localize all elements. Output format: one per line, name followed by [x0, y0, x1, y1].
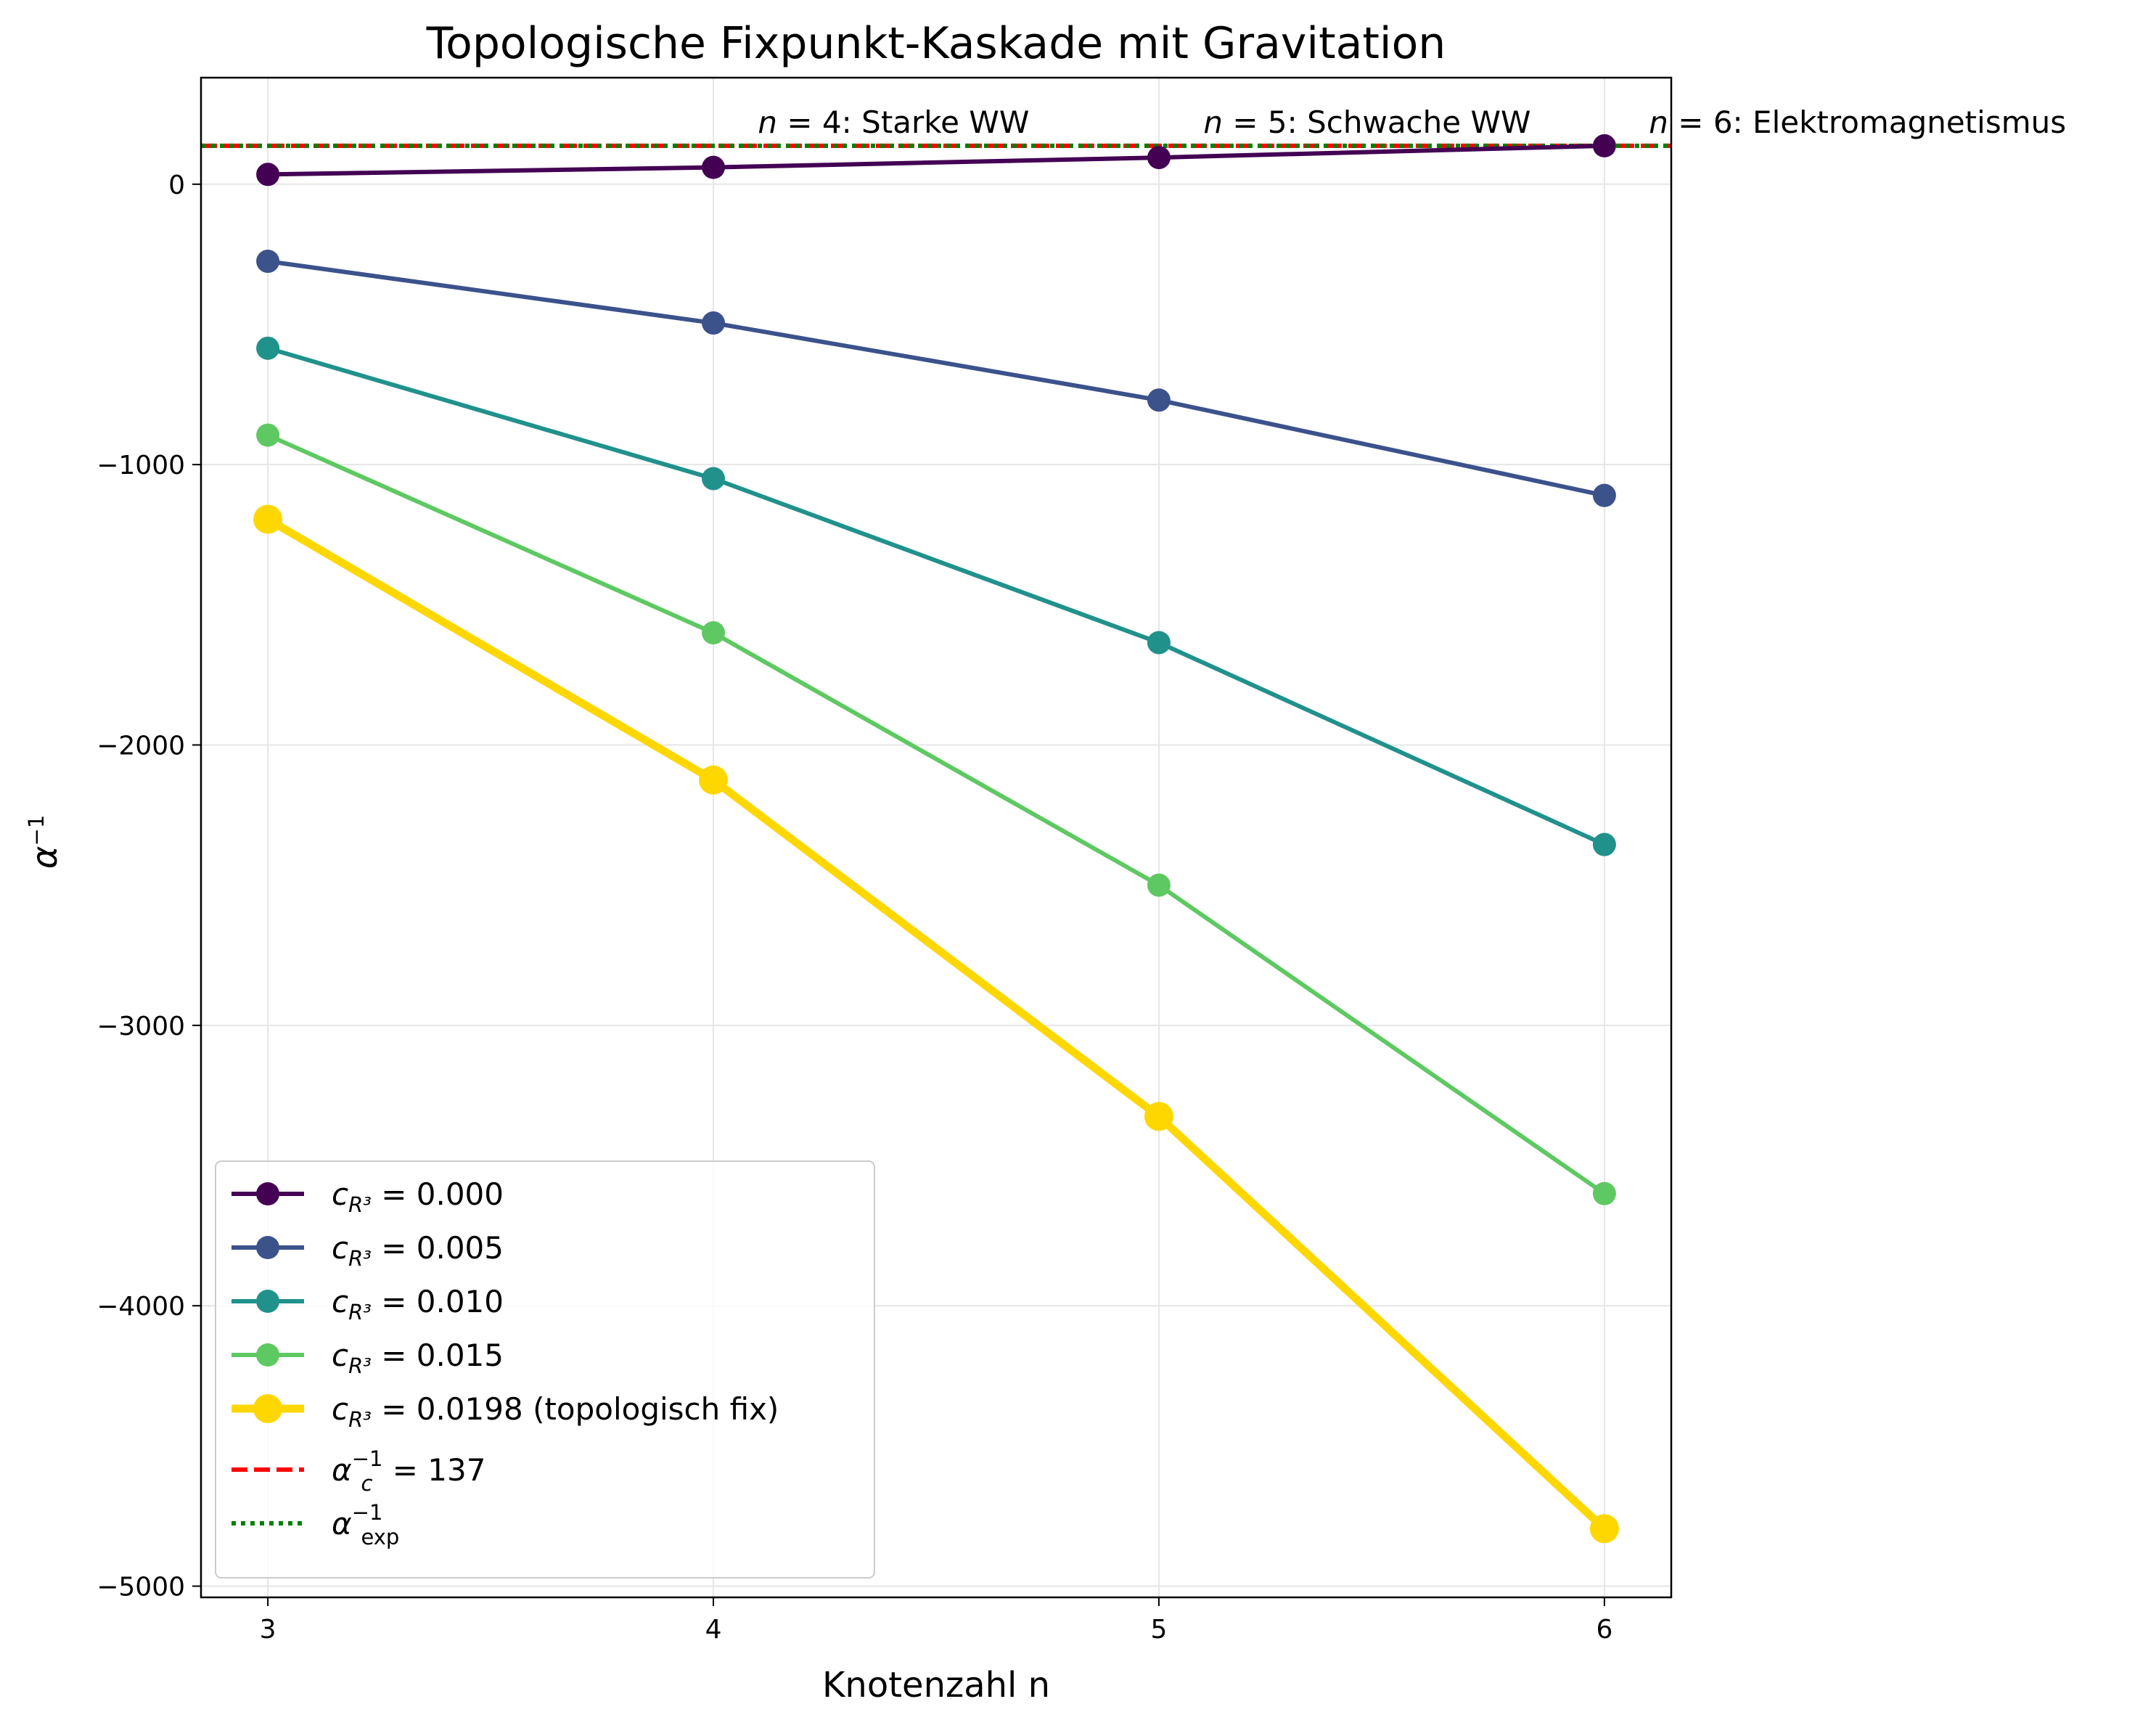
- data-point: [1592, 134, 1616, 157]
- data-point: [1147, 631, 1171, 655]
- x-axis-label: Knotenzahl n: [822, 1665, 1050, 1705]
- chart-title: Topologische Fixpunkt-Kaskade mit Gravit…: [426, 18, 1446, 69]
- legend-label: cR³ = 0.005: [332, 1230, 504, 1271]
- data-point: [256, 423, 280, 447]
- y-tick-label: −4000: [97, 1292, 185, 1322]
- data-point: [702, 467, 726, 491]
- legend-handle-marker: [256, 1343, 279, 1367]
- legend-handle-marker: [256, 1290, 279, 1313]
- data-point: [702, 155, 726, 179]
- data-point: [253, 504, 283, 534]
- data-point: [1147, 146, 1171, 170]
- legend-box: [215, 1160, 875, 1578]
- series-3: [256, 423, 1616, 1205]
- y-tick-label: −5000: [97, 1573, 185, 1602]
- legend-entry: cR³ = 0.005: [231, 1230, 504, 1271]
- y-tick-label: −3000: [97, 1012, 185, 1041]
- x-tick-label: 4: [705, 1615, 722, 1645]
- plot-frame: [200, 76, 1673, 1599]
- legend: cR³ = 0.000 cR³ = 0.005 cR³ = 0.010 cR³ = 0…: [215, 1160, 875, 1578]
- series-line: [266, 515, 1607, 1532]
- legend-entry: cR³ = 0.010: [231, 1284, 504, 1324]
- series-line: [267, 345, 1606, 847]
- data-point: [1147, 873, 1171, 897]
- legend-entry: cR³ = 0.0198 (topologisch fix): [231, 1391, 779, 1432]
- y-tick-label: −1000: [97, 451, 185, 480]
- annotation-label: n = 4: Starke WW: [758, 105, 1029, 140]
- series-line: [268, 143, 1604, 177]
- legend-label: cR³ = 0.015: [332, 1338, 504, 1378]
- x-tick-label: 5: [1151, 1615, 1168, 1645]
- data-point: [256, 336, 280, 360]
- series-4: [253, 504, 1619, 1544]
- legend-label: cR³ = 0.010: [332, 1284, 504, 1324]
- data-point: [1592, 483, 1616, 507]
- legend-handle-marker: [256, 1182, 279, 1205]
- data-point: [256, 250, 280, 274]
- series-line: [267, 259, 1605, 498]
- series-2: [256, 336, 1616, 856]
- y-tick-label: −2000: [97, 732, 185, 761]
- x-tick-label: 3: [260, 1615, 276, 1645]
- y-axis-label: α−1: [24, 815, 65, 869]
- annotations: n = 4: Starke WW n = 5: Schwache WW n = 6:…: [758, 105, 2066, 140]
- annotation-label: n = 6: Elektromagnetismus: [1649, 105, 2066, 140]
- series-1: [256, 250, 1616, 507]
- data-point: [702, 621, 726, 644]
- legend-label: α−1 exp: [332, 1500, 399, 1549]
- legend-entry: cR³ = 0.015: [231, 1338, 504, 1378]
- legend-entry: α−1 c = 137: [231, 1446, 485, 1496]
- data-point: [1592, 832, 1616, 856]
- y-tick-label: 0: [168, 171, 185, 200]
- data-point: [702, 311, 726, 335]
- data-point: [1592, 1182, 1616, 1205]
- series-0: [256, 134, 1616, 187]
- legend-label: α−1 c = 137: [332, 1446, 485, 1496]
- data-point: [1589, 1514, 1619, 1544]
- legend-entry: α−1 exp: [231, 1500, 399, 1549]
- legend-label: cR³ = 0.000: [332, 1176, 504, 1217]
- data-point: [699, 765, 729, 795]
- x-tick-label: 6: [1596, 1615, 1612, 1645]
- series-line: [266, 433, 1606, 1196]
- legend-entry: cR³ = 0.000: [231, 1176, 504, 1217]
- data-point: [1144, 1102, 1173, 1131]
- legend-handle-marker: [253, 1394, 282, 1423]
- data-point: [1147, 388, 1171, 412]
- data-series: [253, 134, 1619, 1544]
- legend-handle-marker: [256, 1236, 279, 1259]
- data-point: [256, 163, 280, 187]
- annotation-label: n = 5: Schwache WW: [1203, 105, 1530, 140]
- legend-label: cR³ = 0.0198 (topologisch fix): [332, 1391, 779, 1432]
- axis-ticks: 3 4 5 6 0 −1000 −2000 −3000 −4000 −5000: [97, 171, 1612, 1645]
